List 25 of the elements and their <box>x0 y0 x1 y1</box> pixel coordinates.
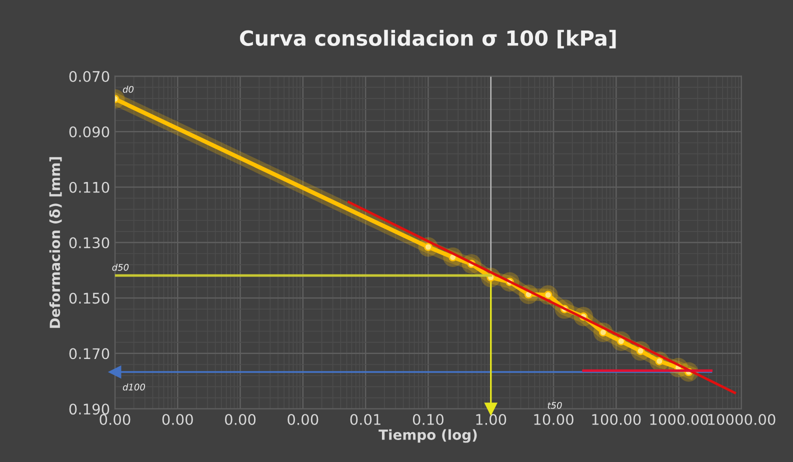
annotation: d0 <box>122 86 134 93</box>
annotation: t50 <box>548 402 562 409</box>
y-tick-label: 0.190 <box>69 404 110 415</box>
y-tick-label: 0.110 <box>69 182 110 193</box>
chart-title: Curva consolidacion σ 100 [kPa] <box>240 30 616 48</box>
x-tick-label: 1000.00 <box>650 414 708 426</box>
y-tick-label: 0.130 <box>69 237 110 248</box>
x-tick-label: 100.00 <box>592 414 641 426</box>
x-tick-label: 0.00 <box>100 414 130 426</box>
x-tick-label: 0.00 <box>225 414 256 426</box>
x-tick-label: 10.00 <box>534 414 574 426</box>
annotation: d50 <box>112 264 129 271</box>
x-tick-label: 10000.00 <box>708 414 776 426</box>
x-axis-title: Tiempo (log) <box>378 429 477 443</box>
x-tick-label: 0.00 <box>288 414 318 426</box>
annotation: d100 <box>122 384 146 390</box>
y-tick-label: 0.070 <box>69 70 110 82</box>
x-tick-label: 0.00 <box>162 414 193 426</box>
x-tick-label: 0.10 <box>412 414 444 426</box>
y-tick-label: 0.090 <box>69 126 110 138</box>
y-tick-label: 0.170 <box>69 348 110 360</box>
y-axis-title: Deformacion (δ) [mm] <box>49 157 62 328</box>
x-tick-label: 0.01 <box>350 414 380 426</box>
y-tick-label: 0.150 <box>69 292 110 304</box>
x-tick-label: 1.00 <box>476 414 506 426</box>
